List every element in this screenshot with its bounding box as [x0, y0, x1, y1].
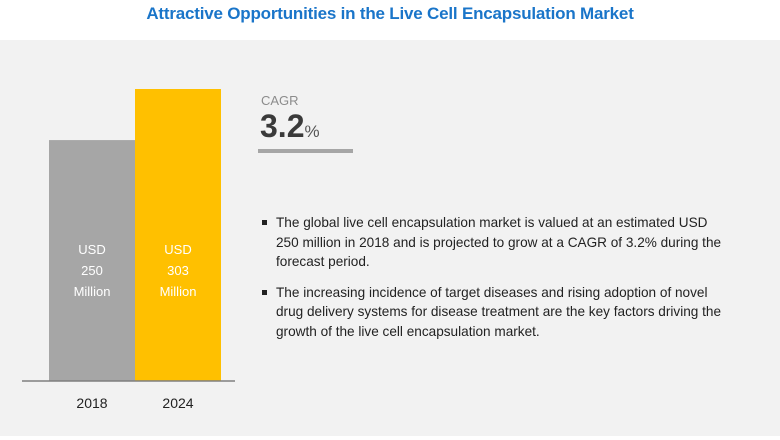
bullet-marker	[262, 220, 267, 225]
bar-2024	[135, 89, 221, 381]
x-tick-label: 2018	[76, 395, 107, 411]
bar-chart: USD 250 Million USD 303 Million 2018 2024	[22, 89, 235, 411]
bar-2018	[49, 140, 135, 381]
key-findings-list: The global live cell encapsulation marke…	[262, 213, 732, 353]
bullet-item: The global live cell encapsulation marke…	[262, 213, 732, 272]
page-title: Attractive Opportunities in the Live Cel…	[146, 4, 634, 23]
bar-data-label: USD 303 Million	[160, 242, 197, 299]
cagr-underline	[258, 149, 353, 153]
cagr-number: 3.2	[260, 108, 305, 144]
cagr-value: 3.2%	[260, 108, 320, 150]
x-tick-label: 2024	[162, 395, 193, 411]
bullet-text: The global live cell encapsulation marke…	[276, 215, 722, 270]
bar-data-label: USD 250 Million	[74, 242, 111, 299]
bullet-item: The increasing incidence of target disea…	[262, 283, 732, 342]
cagr-unit: %	[304, 122, 320, 141]
bullet-text: The increasing incidence of target disea…	[276, 284, 722, 339]
cagr-label: CAGR	[261, 93, 299, 108]
bullet-marker	[262, 289, 267, 295]
